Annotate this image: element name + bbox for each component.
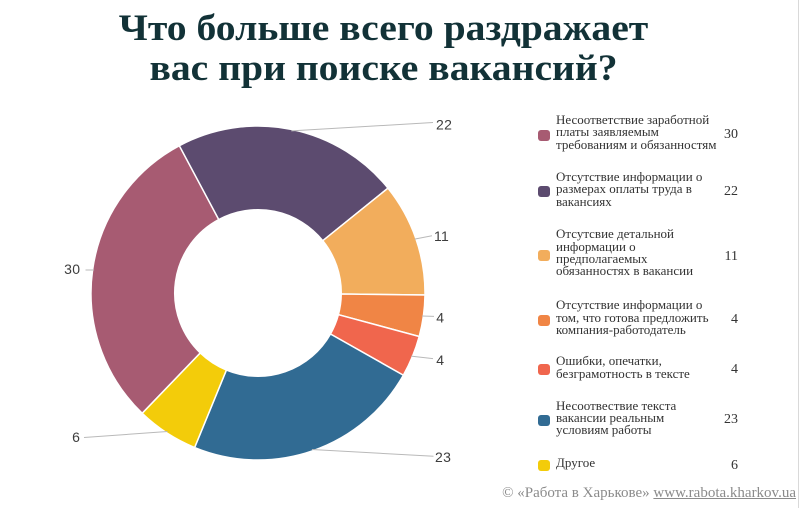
svg-text:4: 4 (436, 309, 444, 325)
svg-text:22: 22 (436, 116, 452, 132)
svg-text:23: 23 (435, 449, 451, 465)
svg-text:30: 30 (64, 261, 80, 277)
svg-text:6: 6 (72, 429, 80, 445)
svg-text:4: 4 (436, 352, 444, 368)
svg-text:11: 11 (434, 228, 449, 244)
